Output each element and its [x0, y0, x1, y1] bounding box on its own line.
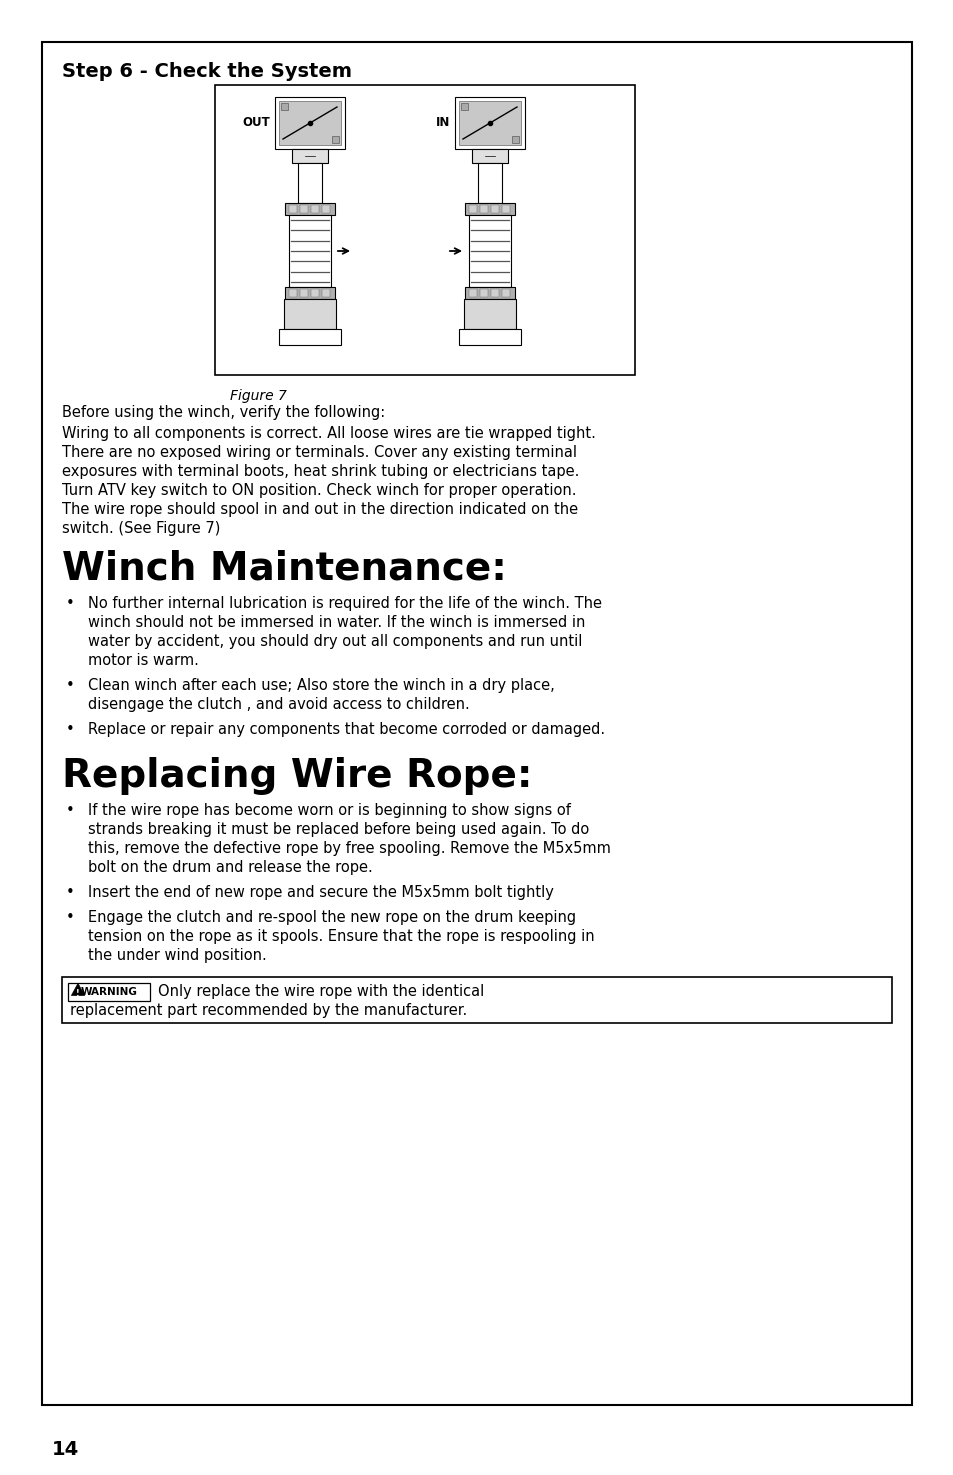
Text: Turn ATV key switch to ON position. Check winch for proper operation.: Turn ATV key switch to ON position. Chec… — [62, 482, 576, 499]
Text: No further internal lubrication is required for the life of the winch. The: No further internal lubrication is requi… — [88, 596, 601, 611]
Bar — [458, 329, 520, 345]
Bar — [455, 97, 524, 149]
Text: Only replace the wire rope with the identical: Only replace the wire rope with the iden… — [158, 984, 484, 999]
Bar — [299, 205, 308, 212]
Bar — [332, 136, 338, 143]
Bar — [311, 205, 318, 212]
Text: exposures with terminal boots, heat shrink tubing or electricians tape.: exposures with terminal boots, heat shri… — [62, 465, 578, 479]
Polygon shape — [71, 984, 85, 996]
Text: water by accident, you should dry out all components and run until: water by accident, you should dry out al… — [88, 634, 581, 649]
Bar — [501, 205, 510, 212]
Text: this, remove the defective rope by free spooling. Remove the M5x5mm: this, remove the defective rope by free … — [88, 841, 610, 855]
Text: There are no exposed wiring or terminals. Cover any existing terminal: There are no exposed wiring or terminals… — [62, 445, 577, 460]
Bar — [322, 289, 330, 296]
Bar — [472, 149, 507, 164]
Bar — [285, 204, 335, 215]
Text: Insert the end of new rope and secure the M5x5mm bolt tightly: Insert the end of new rope and secure th… — [88, 885, 554, 900]
Bar — [491, 205, 498, 212]
Text: !: ! — [76, 988, 80, 997]
Text: Before using the winch, verify the following:: Before using the winch, verify the follo… — [62, 406, 385, 420]
Text: motor is warm.: motor is warm. — [88, 653, 198, 668]
Bar — [322, 205, 330, 212]
Text: •: • — [66, 910, 74, 925]
Text: Engage the clutch and re-spool the new rope on the drum keeping: Engage the clutch and re-spool the new r… — [88, 910, 576, 925]
Bar — [278, 100, 340, 145]
Bar — [62, 976, 891, 1024]
Text: •: • — [66, 596, 74, 611]
Bar — [214, 86, 635, 375]
Text: replacement part recommended by the manufacturer.: replacement part recommended by the manu… — [70, 1003, 467, 1018]
Bar — [278, 329, 340, 345]
Text: •: • — [66, 678, 74, 693]
Bar — [479, 289, 488, 296]
Bar — [289, 205, 296, 212]
Text: The wire rope should spool in and out in the direction indicated on the: The wire rope should spool in and out in… — [62, 502, 578, 518]
Text: Clean winch after each use; Also store the winch in a dry place,: Clean winch after each use; Also store t… — [88, 678, 554, 693]
Bar — [289, 215, 331, 288]
Bar — [274, 97, 345, 149]
Text: Step 6 - Check the System: Step 6 - Check the System — [62, 62, 352, 81]
Bar — [469, 205, 476, 212]
Bar — [299, 289, 308, 296]
Text: OUT: OUT — [242, 117, 270, 130]
Bar — [512, 136, 518, 143]
Text: WARNING: WARNING — [80, 987, 137, 997]
Text: Figure 7: Figure 7 — [230, 389, 287, 403]
Bar — [501, 289, 510, 296]
Bar — [285, 288, 335, 299]
Bar — [284, 299, 335, 329]
Bar — [464, 204, 515, 215]
Bar — [311, 289, 318, 296]
Text: winch should not be immersed in water. If the winch is immersed in: winch should not be immersed in water. I… — [88, 615, 585, 630]
Bar — [297, 164, 322, 204]
Bar — [292, 149, 328, 164]
Text: If the wire rope has become worn or is beginning to show signs of: If the wire rope has become worn or is b… — [88, 802, 570, 819]
Bar — [477, 164, 501, 204]
Text: the under wind position.: the under wind position. — [88, 948, 267, 963]
Bar — [460, 103, 468, 111]
Bar — [463, 299, 516, 329]
Text: IN: IN — [436, 117, 450, 130]
Text: Wiring to all components is correct. All loose wires are tie wrapped tight.: Wiring to all components is correct. All… — [62, 426, 596, 441]
Text: disengage the clutch , and avoid access to children.: disengage the clutch , and avoid access … — [88, 698, 469, 712]
Bar — [281, 103, 288, 111]
Bar — [491, 289, 498, 296]
Bar — [464, 288, 515, 299]
Text: •: • — [66, 802, 74, 819]
Text: Replace or repair any components that become corroded or damaged.: Replace or repair any components that be… — [88, 721, 604, 738]
Bar — [458, 100, 520, 145]
Bar — [479, 205, 488, 212]
Text: Winch Maintenance:: Winch Maintenance: — [62, 550, 506, 589]
Text: tension on the rope as it spools. Ensure that the rope is respooling in: tension on the rope as it spools. Ensure… — [88, 929, 594, 944]
Text: •: • — [66, 721, 74, 738]
Text: switch. (See Figure 7): switch. (See Figure 7) — [62, 521, 220, 535]
Bar — [68, 982, 150, 1002]
Text: bolt on the drum and release the rope.: bolt on the drum and release the rope. — [88, 860, 373, 875]
Text: 14: 14 — [52, 1440, 79, 1459]
Bar — [289, 289, 296, 296]
Text: •: • — [66, 885, 74, 900]
Text: Replacing Wire Rope:: Replacing Wire Rope: — [62, 757, 532, 795]
Bar — [469, 289, 476, 296]
Bar — [469, 215, 511, 288]
Text: strands breaking it must be replaced before being used again. To do: strands breaking it must be replaced bef… — [88, 822, 589, 836]
